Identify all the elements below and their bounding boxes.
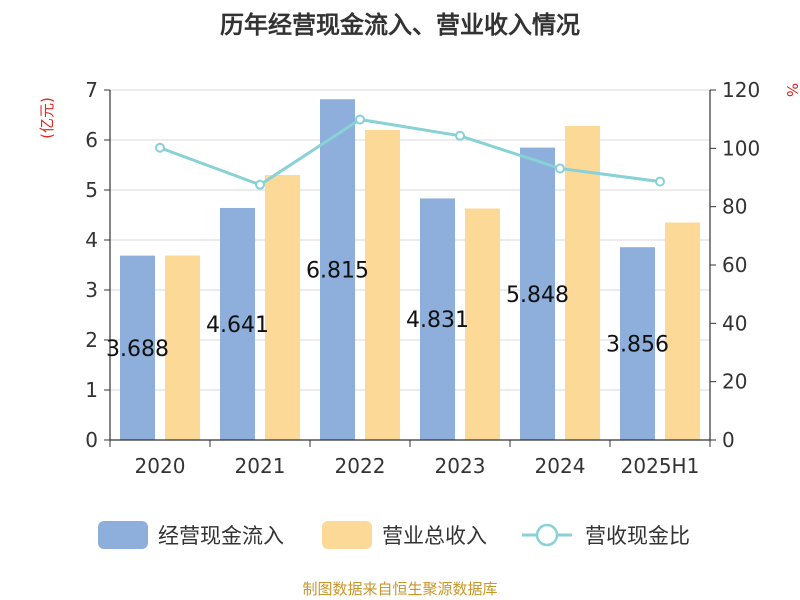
right-tick-label: 20 (722, 370, 747, 394)
legend-label: 营业总收入 (382, 524, 487, 548)
ratio-point (255, 179, 265, 190)
right-tick-label: 0 (722, 428, 735, 452)
legend-cash-inflow[interactable]: 经营现金流入 (98, 521, 284, 549)
cash-inflow-data-label: 4.831 (406, 308, 469, 333)
left-tick-label: 7 (85, 78, 98, 102)
cash-inflow-bar (120, 255, 155, 440)
legend-label: 经营现金流入 (158, 524, 284, 548)
category-label: 2022 (335, 454, 386, 478)
cash-inflow-data-label: 6.815 (306, 259, 369, 284)
data-labels: 3.688 4.641 6.815 4.831 5.848 3.856 (106, 259, 669, 362)
category-label: 2024 (535, 454, 586, 478)
revenue-bar (565, 126, 600, 440)
cash-inflow-data-label: 5.848 (506, 283, 569, 308)
cash-inflow-bar (320, 99, 355, 440)
revenue-bar (265, 175, 300, 440)
cash-inflow-data-label: 3.688 (106, 337, 169, 362)
legend-swatch (98, 521, 148, 549)
cash-inflow-bar (520, 147, 555, 440)
right-axis-unit: % (783, 83, 800, 97)
left-tick-label: 2 (85, 328, 98, 352)
legend-revenue[interactable]: 营业总收入 (322, 521, 487, 549)
right-tick-label: 40 (722, 311, 747, 335)
category-label: 2025H1 (621, 454, 700, 478)
ratio-point (555, 163, 565, 174)
bars (120, 99, 700, 440)
legend-ratio[interactable]: 营收现金比 (522, 523, 690, 548)
cash-inflow-bar (420, 198, 455, 440)
left-tick-label: 0 (85, 428, 98, 452)
revenue-bar (665, 222, 700, 440)
left-tick-label: 3 (85, 278, 98, 302)
category-label: 2020 (135, 454, 186, 478)
category-label: 2021 (235, 454, 286, 478)
tick-labels: 0 1 2 3 4 5 6 7 0 20 40 60 80 100 120 2020 2021 2022 2023 2… (85, 78, 760, 478)
cash-inflow-data-label: 4.641 (206, 313, 269, 338)
ratio-line (155, 114, 665, 190)
revenue-bar (165, 255, 200, 440)
left-axis-unit: (亿元) (38, 97, 56, 139)
left-tick-label: 5 (85, 178, 98, 202)
right-tick-label: 80 (722, 195, 747, 219)
ratio-point (355, 114, 365, 125)
revenue-bar (465, 208, 500, 440)
left-tick-label: 6 (85, 128, 98, 152)
legend-label: 营收现金比 (585, 524, 690, 548)
right-tick-label: 120 (722, 78, 760, 102)
legend-swatch-marker (535, 523, 559, 547)
category-label: 2023 (435, 454, 486, 478)
cash-inflow-data-label: 3.856 (606, 333, 669, 358)
left-tick-label: 4 (85, 228, 98, 252)
revenue-bar (365, 130, 400, 440)
legend: 经营现金流入 营业总收入 营收现金比 (98, 521, 690, 549)
ratio-point (655, 176, 665, 187)
ratio-point (455, 130, 465, 141)
ratio-line-path (159, 117, 661, 187)
left-tick-label: 1 (85, 378, 98, 402)
source-note: 制图数据来自恒生聚源数据库 (302, 580, 497, 598)
legend-swatch (322, 521, 372, 549)
chart-title: 历年经营现金流入、营业收入情况 (220, 11, 580, 39)
axes (104, 89, 716, 447)
cash-inflow-bar (220, 207, 255, 440)
ratio-point (155, 142, 165, 153)
right-tick-label: 60 (722, 253, 747, 277)
cash-inflow-bar (620, 247, 655, 440)
gridlines (110, 89, 710, 391)
right-tick-label: 100 (722, 136, 760, 160)
